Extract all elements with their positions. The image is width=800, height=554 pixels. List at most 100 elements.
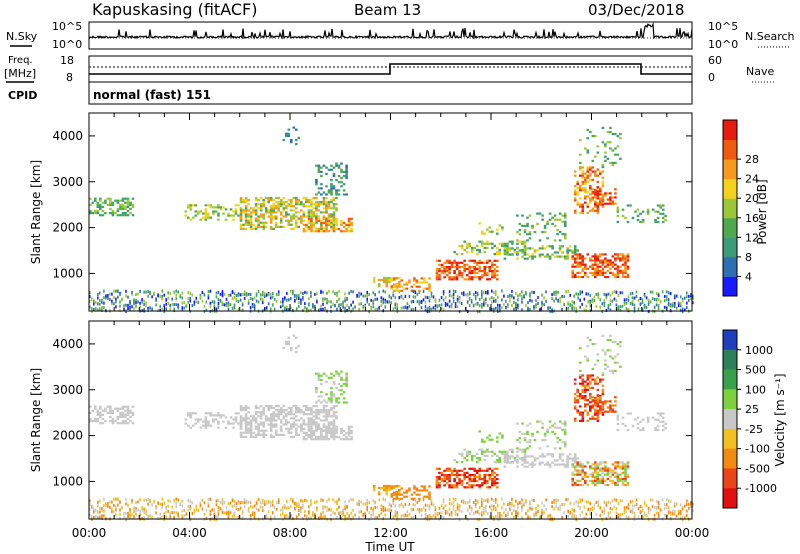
velocity-cell-1466: [654, 418, 657, 421]
velocity-cell-1643: [143, 498, 145, 502]
velocity-cell-394: [310, 429, 313, 432]
velocity-cell-1658: [149, 499, 151, 503]
power-cell-103: [204, 214, 208, 217]
power-cell-322: [287, 219, 291, 222]
power-cell-1174: [594, 261, 597, 264]
power-cell-157: [239, 209, 243, 212]
power-cell-2027: [368, 303, 370, 306]
velocity-cell-1552: [95, 515, 97, 519]
velocity-cell-2265: [509, 501, 511, 505]
velocity-cell-2147: [442, 500, 445, 504]
velocity-cell-770: [448, 475, 451, 479]
power-cell-595: [325, 193, 328, 196]
power-cell-2434: [615, 303, 618, 307]
velocity-cell-741: [435, 475, 439, 479]
power-cell-370: [302, 215, 306, 218]
power-cell-1398: [601, 170, 605, 173]
power-cell-591: [320, 170, 323, 173]
velocity-cell-1385: [599, 401, 602, 404]
velocity-cell-1886: [288, 516, 290, 520]
velocity-cell-363: [300, 425, 303, 428]
power-cell-1225: [611, 263, 615, 266]
power-cell-1558: [99, 299, 101, 303]
power-cell-597: [325, 172, 328, 175]
power-cell-2547: [684, 296, 686, 300]
velocity-cell-979: [523, 465, 527, 468]
power-cell-1527: [619, 132, 622, 136]
power-cell-2227: [489, 297, 491, 301]
velocity-cell-1611: [127, 511, 129, 515]
power-cell-1802: [237, 300, 240, 304]
velocity-cell-1773: [221, 511, 224, 515]
velocity-cell-1130: [576, 463, 579, 466]
power-cell-1131: [576, 253, 579, 256]
power-cell-1458: [641, 218, 645, 222]
power-cell-1062: [528, 237, 532, 240]
power-cell-743: [438, 278, 441, 281]
velocity-cell-253: [267, 417, 270, 420]
power-cell-975: [518, 249, 522, 252]
power-cell-1341: [589, 201, 592, 204]
power-cell-2423: [609, 302, 612, 306]
velocity-cell-1859: [271, 503, 274, 507]
power-cell-90: [192, 216, 195, 219]
velocity-cell-281: [274, 429, 278, 432]
velocity-cell-1854: [267, 500, 270, 504]
power-cell-1510: [609, 147, 612, 150]
velocity-cell-1549: [93, 507, 95, 511]
power-cell-1992: [346, 297, 348, 300]
power-cell-2536: [677, 301, 680, 305]
velocity-cell-634: [342, 401, 346, 404]
velocity-cell-1478: [661, 412, 665, 415]
power-cell-1148: [584, 273, 587, 277]
power-cell-1858: [269, 293, 272, 296]
power-cell-1658: [149, 291, 151, 295]
power-cell-993: [531, 247, 534, 250]
power-cell-456: [325, 205, 328, 208]
power-cell-1333: [586, 191, 590, 194]
velocity-cell-1338: [586, 376, 590, 379]
velocity-cell-934: [503, 452, 507, 455]
power-cell-532: [325, 228, 328, 231]
power-cell-2459: [631, 302, 634, 306]
power-cell-2345: [559, 300, 561, 304]
velocity-cell-2367: [571, 515, 573, 519]
velocity-cell-2232: [491, 508, 493, 512]
velocity-cell-703: [400, 487, 404, 490]
velocity-cell-1192: [599, 469, 602, 472]
velocity-cell-720: [418, 497, 421, 500]
velocity-cell-338: [292, 425, 296, 428]
power-cell-1397: [601, 176, 605, 179]
velocity-cell-1873: [282, 512, 284, 516]
power-cell-1668: [157, 293, 159, 297]
velocity-cell-257: [269, 435, 273, 438]
velocity-cell-553: [335, 425, 338, 428]
power-cell-1549: [93, 299, 95, 303]
velocity-cell-322: [287, 427, 291, 430]
velocity-cell-2050: [382, 497, 385, 501]
power-cell-2441: [619, 305, 622, 309]
power-cell-654: [290, 138, 293, 142]
velocity-cell-76: [129, 409, 132, 412]
velocity-cell-2171: [456, 502, 459, 506]
power-cell-762: [445, 267, 449, 271]
velocity-cell-963: [506, 461, 509, 464]
velocity-cell-912: [483, 459, 487, 462]
velocity-cell-2312: [535, 511, 537, 515]
power-cell-1064: [528, 231, 532, 234]
velocity-cell-887: [458, 452, 461, 455]
power-cell-1758: [213, 304, 216, 308]
power-cell-626: [337, 166, 341, 169]
velocity-cell-220: [257, 425, 260, 428]
velocity-cell-101: [204, 426, 208, 429]
power-cell-1995: [348, 306, 350, 310]
velocity-cell-1156: [586, 461, 590, 464]
power-cell-778: [450, 261, 454, 264]
velocity-cell-2279: [515, 512, 517, 516]
power-cell-1142: [581, 267, 585, 270]
velocity-cell-743: [438, 486, 441, 489]
velocity-cell-452: [325, 425, 328, 428]
power-cell-1275: [626, 255, 630, 258]
power-cell-165: [242, 209, 245, 212]
velocity-cell-519: [315, 425, 318, 428]
